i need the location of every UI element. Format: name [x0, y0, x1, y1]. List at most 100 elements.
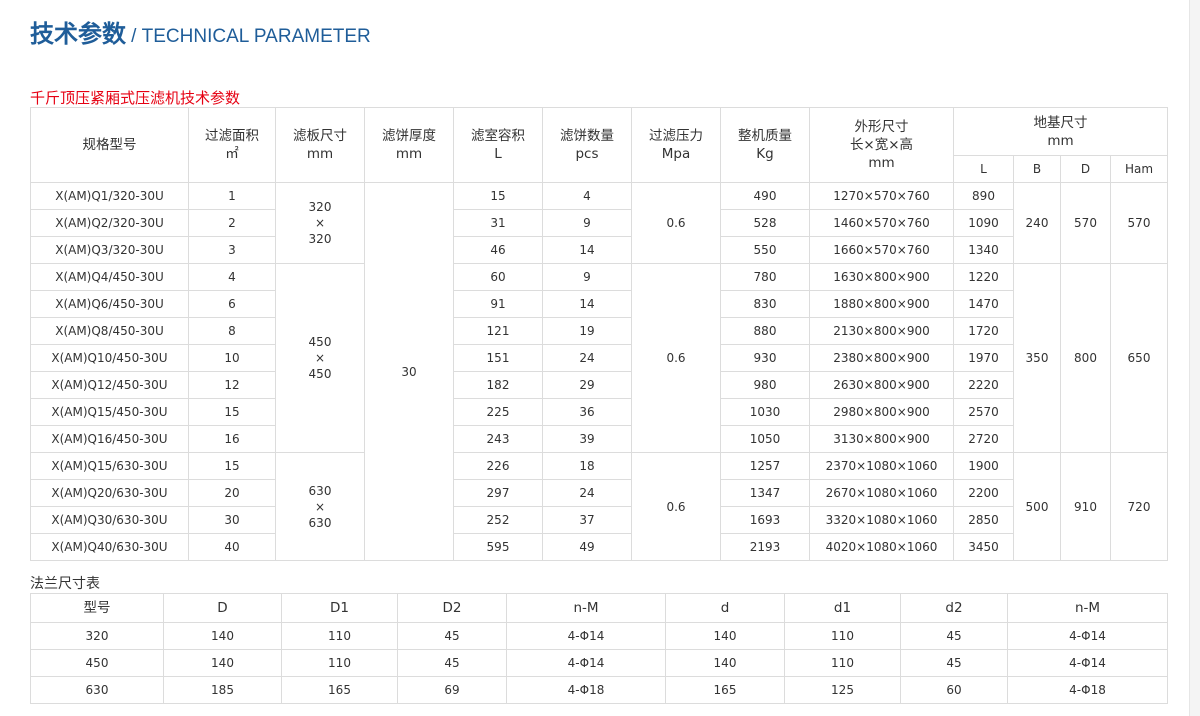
cell-volume: 60	[453, 263, 543, 291]
cell-dimensions: 4020×1080×1060	[809, 533, 954, 561]
flange-cell: 4-Φ14	[1007, 622, 1168, 650]
header-cake-thickness: 滤饼厚度 mm	[364, 107, 454, 183]
flange-header-row: 型号 D D1 D2 n-M d d1 d2 n-M	[30, 593, 1168, 623]
cell-weight: 2193	[720, 533, 810, 561]
cell-plate-size: 630 × 630	[275, 452, 365, 561]
header-weight: 整机质量 Kg	[720, 107, 810, 183]
cell-weight: 1347	[720, 479, 810, 507]
cell-cake-count: 14	[542, 290, 632, 318]
table-row: X(AM)Q30/630-30U 30 252 37 1693 3320×1080×106…	[30, 506, 1168, 534]
flange-cell: 630	[30, 676, 164, 704]
cell-foundation-l: 1720	[953, 317, 1014, 345]
table-row: X(AM)Q15/450-30U 15 225 36 1030 2980×800×900 2…	[30, 398, 1168, 426]
cell-volume: 121	[453, 317, 543, 345]
cell-model: X(AM)Q12/450-30U	[30, 371, 189, 399]
cell-pressure: 0.6	[631, 263, 721, 453]
main-table-body: X(AM)Q1/320-30U 1 320 × 320 30 15 4 0.6 490 1270×5…	[30, 182, 1168, 561]
cell-plate-size-line: 320	[308, 200, 332, 214]
flange-cell: 4-Φ18	[506, 676, 666, 704]
cell-plate-size: 450 × 450	[275, 263, 365, 453]
flange-cell: 140	[665, 649, 785, 677]
cell-weight: 830	[720, 290, 810, 318]
flange-header-cell: d1	[784, 593, 901, 623]
cell-dimensions: 2370×1080×1060	[809, 452, 954, 480]
cell-weight: 550	[720, 236, 810, 264]
flange-cell: 4-Φ14	[506, 649, 666, 677]
table-row: X(AM)Q1/320-30U 1 320 × 320 30 15 4 0.6 490 1270×5…	[30, 182, 1168, 561]
flange-cell: 185	[163, 676, 282, 704]
header-model: 规格型号	[30, 107, 189, 183]
cell-foundation-ham: 650	[1110, 263, 1168, 453]
cell-cake-count: 4	[542, 182, 632, 210]
cell-foundation-l: 2570	[953, 398, 1014, 426]
main-table-caption: 千斤顶压紧厢式压滤机技术参数	[30, 89, 241, 107]
cell-cake-count: 37	[542, 506, 632, 534]
flange-header-cell: D	[163, 593, 282, 623]
header-foundation-d: D	[1060, 155, 1111, 183]
cell-model: X(AM)Q2/320-30U	[30, 209, 189, 237]
cell-cake-count: 49	[542, 533, 632, 561]
cell-volume: 595	[453, 533, 543, 561]
header-cake-count: 滤饼数量 pcs	[542, 107, 632, 183]
header-foundation-b: B	[1013, 155, 1061, 183]
cell-area: 8	[188, 317, 276, 345]
flange-table-body: 320 140 110 45 4-Φ14 140 110 45 4-Φ14 450 140 110 45…	[30, 622, 1168, 704]
table-row: 450 140 110 45 4-Φ14 140 110 45 4-Φ14	[30, 649, 1168, 677]
scrollbar[interactable]	[1189, 0, 1200, 716]
flange-header-cell: 型号	[30, 593, 164, 623]
cell-area: 6	[188, 290, 276, 318]
table-row: X(AM)Q8/450-30U 8 121 19 880 2130×800×900 1720	[30, 317, 1168, 345]
cell-cake-thickness: 30	[364, 182, 454, 561]
cell-volume: 46	[453, 236, 543, 264]
cell-dimensions: 1660×570×760	[809, 236, 954, 264]
cell-volume: 297	[453, 479, 543, 507]
flange-cell: 165	[665, 676, 785, 704]
cell-weight: 980	[720, 371, 810, 399]
cell-weight: 1257	[720, 452, 810, 480]
cell-foundation-l: 2220	[953, 371, 1014, 399]
page-title-en: / TECHNICAL PARAMETER	[131, 26, 371, 47]
cell-model: X(AM)Q1/320-30U	[30, 182, 189, 210]
table-row: X(AM)Q2/320-30U 2 31 9 528 1460×570×760 1090	[30, 209, 1168, 237]
cell-foundation-l: 2200	[953, 479, 1014, 507]
cell-weight: 1050	[720, 425, 810, 453]
table-row: X(AM)Q4/450-30U 4 450 × 450 60 9 0.6 780 1630×800…	[30, 263, 1168, 453]
cell-area: 15	[188, 452, 276, 480]
flange-cell: 125	[784, 676, 901, 704]
cell-dimensions: 2630×800×900	[809, 371, 954, 399]
cell-model: X(AM)Q40/630-30U	[30, 533, 189, 561]
flange-cell: 165	[281, 676, 398, 704]
cell-model: X(AM)Q3/320-30U	[30, 236, 189, 264]
flange-cell: 110	[784, 649, 901, 677]
flange-cell: 60	[900, 676, 1008, 704]
cell-dimensions: 1460×570×760	[809, 209, 954, 237]
cell-dimensions: 2670×1080×1060	[809, 479, 954, 507]
cell-plate-size-line: 320	[308, 232, 332, 246]
flange-header-cell: d	[665, 593, 785, 623]
header-foundation-l: L	[953, 155, 1014, 183]
flange-header-cell: n-M	[506, 593, 666, 623]
cell-area: 16	[188, 425, 276, 453]
cell-volume: 243	[453, 425, 543, 453]
cell-model: X(AM)Q6/450-30U	[30, 290, 189, 318]
cell-foundation-ham: 570	[1110, 182, 1168, 264]
header-pressure: 过滤压力 Mpa	[631, 107, 721, 183]
table-row: X(AM)Q12/450-30U 12 182 29 980 2630×800×900 22…	[30, 371, 1168, 399]
flange-cell: 45	[397, 622, 507, 650]
cell-cake-count: 9	[542, 209, 632, 237]
cell-model: X(AM)Q8/450-30U	[30, 317, 189, 345]
header-plate: 滤板尺寸 mm	[275, 107, 365, 183]
cell-cake-count: 19	[542, 317, 632, 345]
cell-area: 3	[188, 236, 276, 264]
flange-header-cell: D2	[397, 593, 507, 623]
cell-area: 12	[188, 371, 276, 399]
cell-foundation-l: 3450	[953, 533, 1014, 561]
cell-dimensions: 3130×800×900	[809, 425, 954, 453]
cell-foundation-l: 1470	[953, 290, 1014, 318]
cell-model: X(AM)Q15/450-30U	[30, 398, 189, 426]
cell-area: 20	[188, 479, 276, 507]
header-foundation: 地基尺寸 mm	[953, 107, 1168, 156]
table-row: X(AM)Q20/630-30U 20 297 24 1347 2670×1080×106…	[30, 479, 1168, 507]
cell-volume: 252	[453, 506, 543, 534]
